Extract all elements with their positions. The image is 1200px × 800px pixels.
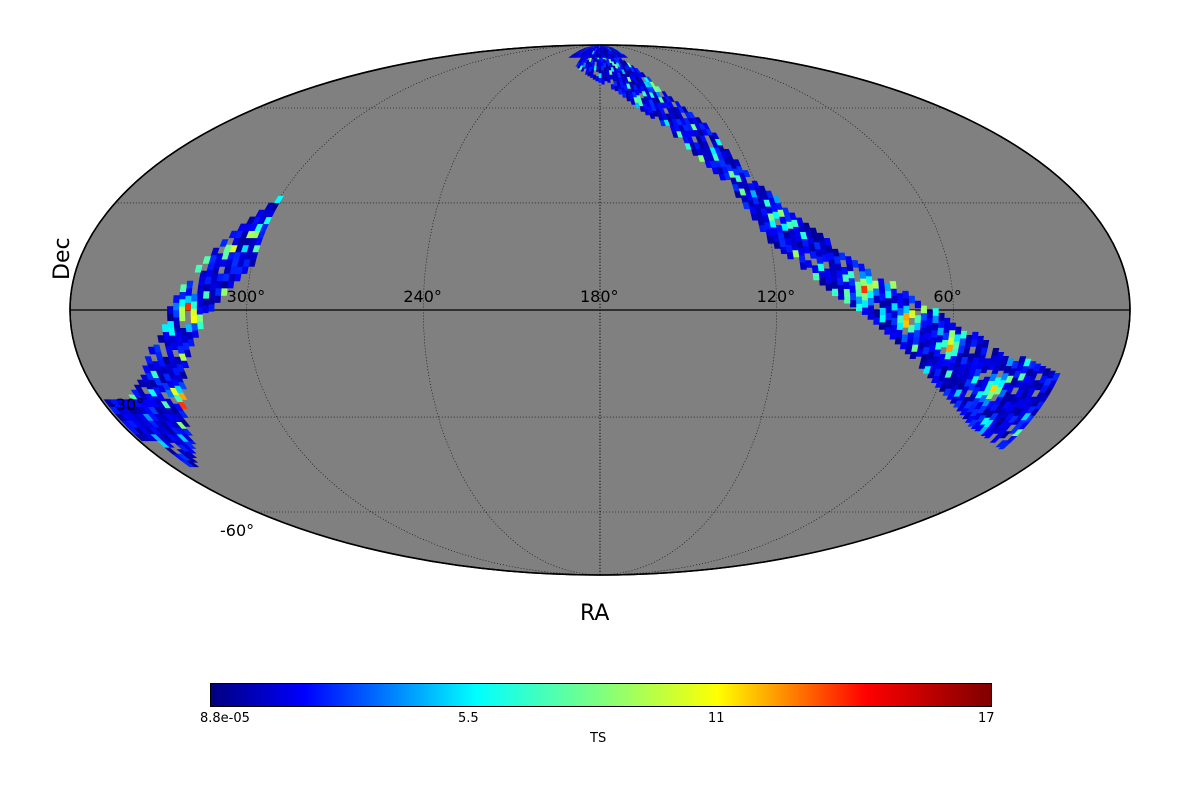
dec-tick-minus60: -60° xyxy=(220,521,254,540)
y-axis-label: Dec xyxy=(50,237,75,280)
svg-text:300°: 300° xyxy=(227,287,266,306)
svg-text:60°: 60° xyxy=(933,287,961,306)
svg-text:120°: 120° xyxy=(757,287,796,306)
colorbar-label: TS xyxy=(590,731,606,746)
cbar-tick-1: 5.5 xyxy=(458,711,479,726)
dec-tick-minus30: -30° xyxy=(110,395,144,414)
svg-text:180°: 180° xyxy=(580,287,619,306)
svg-text:240°: 240° xyxy=(403,287,442,306)
cbar-tick-3: 17 xyxy=(978,711,995,726)
cbar-tick-2: 11 xyxy=(708,711,725,726)
x-axis-label: RA xyxy=(580,601,609,626)
colorbar: 8.8e-05 5.5 11 17 TS xyxy=(210,683,990,763)
cbar-tick-0: 8.8e-05 xyxy=(200,711,250,726)
colorbar-gradient xyxy=(210,683,992,707)
